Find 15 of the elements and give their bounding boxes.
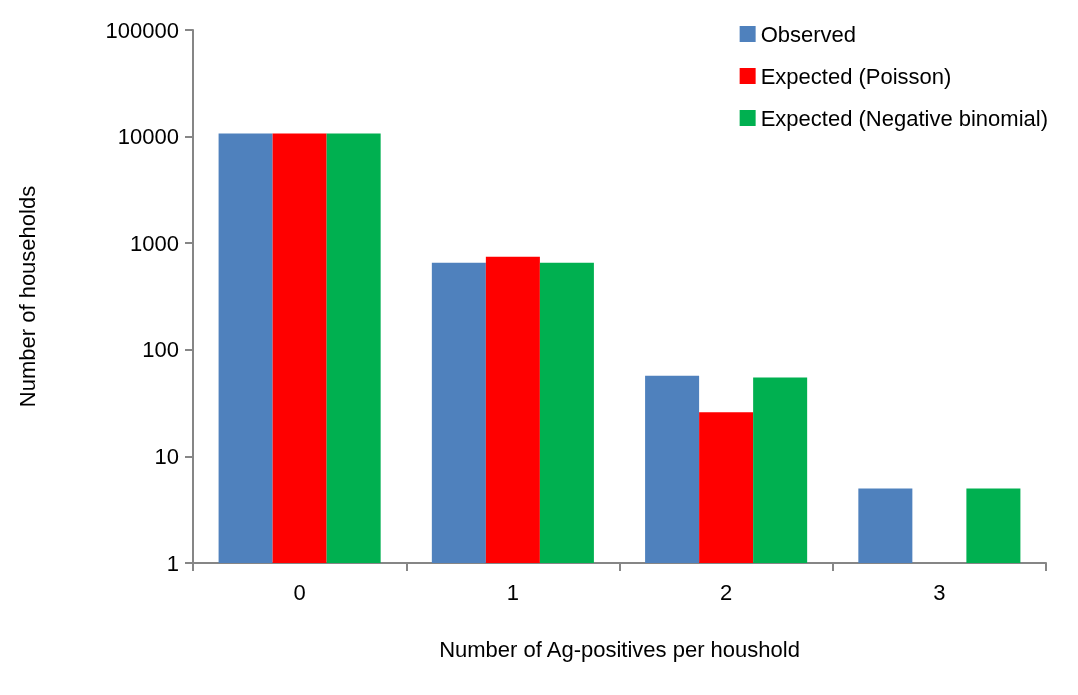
y-tick-label: 10000 — [117, 124, 179, 150]
y-tick-label: 100000 — [105, 17, 179, 43]
legend-label: Expected (Negative binomial) — [760, 105, 1049, 131]
x-tick-label: 1 — [506, 579, 519, 605]
y-axis-title: Number of households — [14, 185, 40, 408]
x-axis-title: Number of Ag-positives per houshold — [439, 636, 800, 662]
legend-label: Observed — [760, 21, 857, 47]
x-tick-label: 3 — [933, 579, 946, 605]
y-tick-label: 100 — [142, 337, 179, 363]
legend-label: Expected (Poisson) — [760, 63, 952, 89]
y-tick-label: 1 — [166, 550, 179, 576]
y-tick-label: 10 — [154, 443, 179, 469]
y-tick-label: 1000 — [130, 230, 179, 256]
x-tick-label: 0 — [293, 579, 306, 605]
x-tick-label: 2 — [720, 579, 733, 605]
